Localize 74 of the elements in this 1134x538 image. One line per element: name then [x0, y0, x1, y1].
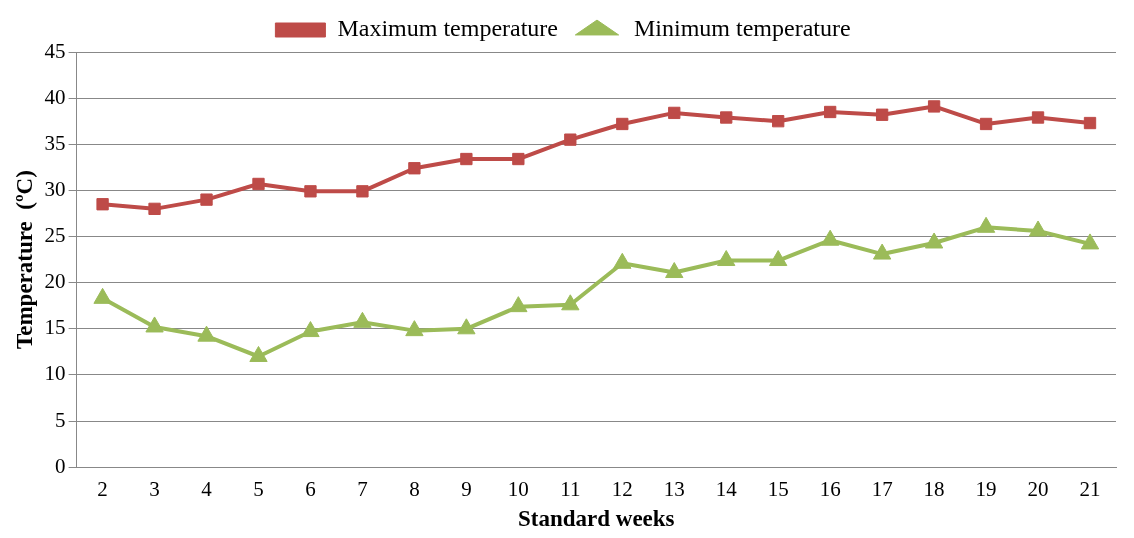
point — [353, 311, 372, 328]
point — [616, 117, 629, 131]
point — [356, 185, 369, 198]
x-tick-label: 4 — [201, 477, 213, 502]
x-tick-label: 15 — [767, 477, 789, 502]
point — [197, 325, 216, 342]
x-tick-label: 13 — [663, 477, 685, 502]
point — [717, 250, 736, 267]
y-tick-label: 40 — [44, 84, 66, 109]
x-tick-label: 19 — [975, 477, 997, 502]
y-tick-label: 35 — [44, 130, 66, 155]
x-tick-label: 9 — [461, 477, 472, 502]
point — [252, 177, 265, 191]
point — [148, 202, 161, 216]
x-tick-label: 12 — [611, 477, 633, 502]
legend-label: Maximum temperature — [337, 15, 558, 42]
point — [613, 252, 632, 269]
x-tick-label: 16 — [819, 477, 841, 502]
point — [668, 106, 681, 120]
x-axis-title: Standard weeks — [518, 506, 675, 532]
point — [145, 316, 164, 333]
point — [772, 115, 785, 128]
point — [301, 321, 320, 338]
point — [304, 185, 317, 198]
y-tick-label: 5 — [55, 407, 66, 432]
point — [509, 296, 528, 313]
point — [720, 111, 733, 124]
x-tick-label: 5 — [253, 477, 264, 502]
point — [200, 193, 213, 206]
x-tick-label: 8 — [409, 477, 420, 502]
point — [875, 108, 889, 121]
x-tick-label: 17 — [871, 477, 893, 502]
point — [96, 198, 109, 211]
point — [460, 152, 473, 166]
y-tick-label: 30 — [44, 176, 66, 201]
point — [1080, 233, 1100, 250]
point — [408, 162, 421, 175]
x-tick-label: 14 — [715, 477, 738, 502]
y-tick-label: 0 — [55, 453, 66, 478]
point — [249, 345, 268, 362]
point — [924, 232, 944, 249]
legend-label: Minimum temperature — [633, 15, 851, 42]
point — [665, 262, 684, 279]
y-tick-label: 25 — [44, 223, 66, 248]
x-tick-label: 10 — [507, 477, 529, 502]
point — [824, 105, 837, 119]
point — [512, 152, 525, 166]
y-axis-title: Temperature (ºC) — [11, 170, 37, 349]
x-tick-label: 2 — [97, 477, 108, 502]
y-tick-label: 10 — [44, 361, 66, 386]
y-tick-label: 20 — [44, 269, 66, 294]
point — [927, 100, 941, 113]
point — [821, 229, 840, 246]
x-tick-label: 11 — [560, 477, 581, 502]
point — [872, 243, 892, 260]
y-tick-label: 15 — [44, 315, 66, 340]
point — [561, 294, 580, 311]
point — [93, 287, 112, 304]
point — [1031, 111, 1045, 124]
x-tick-label: 20 — [1027, 477, 1049, 502]
point — [457, 318, 476, 335]
x-tick-label: 21 — [1079, 477, 1101, 502]
point — [1028, 220, 1048, 237]
x-tick-label: 3 — [149, 477, 160, 502]
point — [564, 133, 577, 146]
point — [1083, 116, 1097, 130]
point — [769, 250, 788, 267]
x-tick-label: 18 — [923, 477, 945, 502]
x-tick-label: 7 — [357, 477, 368, 502]
point — [976, 216, 996, 233]
point — [405, 320, 424, 337]
point — [979, 117, 993, 131]
y-tick-label: 45 — [44, 38, 66, 63]
x-tick-label: 6 — [305, 477, 316, 502]
